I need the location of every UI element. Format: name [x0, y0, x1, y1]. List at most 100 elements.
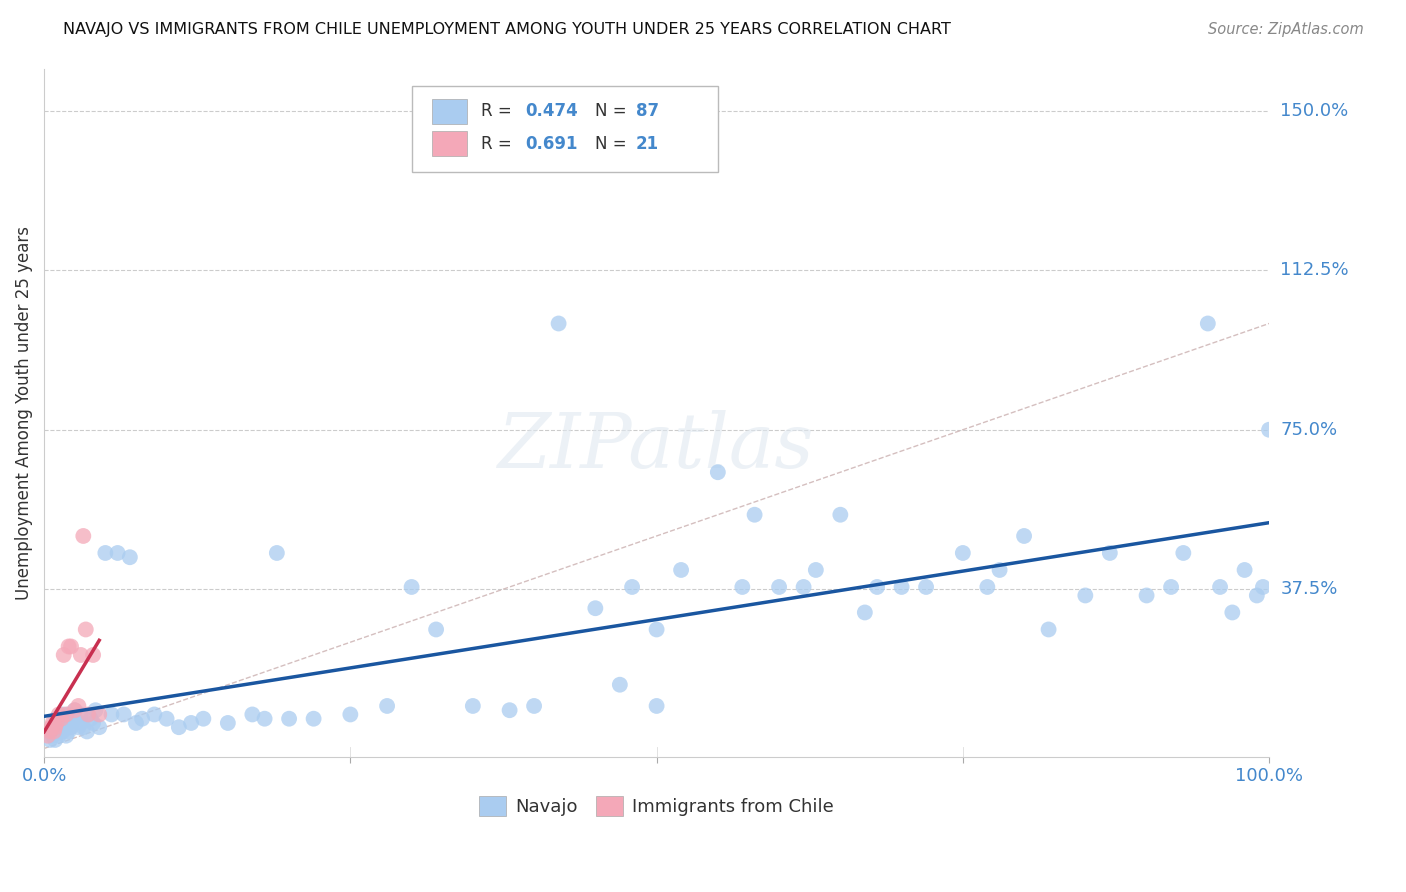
Point [375, 698, 398, 713]
Point [94, 546, 117, 560]
Text: R =: R = [481, 103, 517, 120]
Point [1220, 606, 1243, 620]
Point [42, 724, 65, 739]
Point [41, 715, 63, 730]
Text: 87: 87 [636, 103, 659, 120]
Point [1246, 589, 1268, 603]
FancyBboxPatch shape [412, 86, 718, 172]
Point [58, 724, 80, 739]
Point [55, 707, 77, 722]
Point [278, 712, 301, 726]
Text: N =: N = [595, 135, 633, 153]
Point [523, 698, 546, 713]
Text: ZIPatlas: ZIPatlas [498, 410, 815, 484]
Point [401, 580, 423, 594]
Point [39, 724, 62, 739]
Point [76, 724, 98, 739]
Point [77, 707, 100, 722]
Point [100, 707, 122, 722]
Text: Source: ZipAtlas.com: Source: ZipAtlas.com [1208, 22, 1364, 37]
Point [155, 712, 177, 726]
Point [915, 580, 938, 594]
Point [645, 623, 668, 637]
Point [240, 707, 263, 722]
Text: 0.691: 0.691 [526, 135, 578, 153]
Text: 0.474: 0.474 [526, 103, 578, 120]
Point [89, 720, 111, 734]
Point [131, 712, 153, 726]
Point [49, 715, 72, 730]
FancyBboxPatch shape [433, 99, 467, 124]
Point [180, 715, 202, 730]
Point [107, 546, 129, 560]
Point [266, 546, 288, 560]
Point [866, 580, 889, 594]
Text: 150.0%: 150.0% [1281, 102, 1348, 120]
Point [853, 606, 876, 620]
Point [70, 707, 93, 722]
Point [60, 640, 83, 654]
Point [1233, 563, 1256, 577]
Point [51, 724, 73, 739]
Point [67, 698, 90, 713]
Point [45, 712, 67, 726]
Text: 37.5%: 37.5% [1281, 580, 1337, 599]
Text: NAVAJO VS IMMIGRANTS FROM CHILE UNEMPLOYMENT AMONG YOUTH UNDER 25 YEARS CORRELAT: NAVAJO VS IMMIGRANTS FROM CHILE UNEMPLOY… [63, 22, 950, 37]
Point [498, 703, 520, 717]
Point [768, 580, 790, 594]
Point [44, 733, 66, 747]
Text: N =: N = [595, 103, 633, 120]
Point [302, 712, 325, 726]
Point [1038, 623, 1060, 637]
Point [217, 715, 239, 730]
Point [45, 720, 67, 734]
Point [42, 724, 65, 739]
Legend: Navajo, Immigrants from Chile: Navajo, Immigrants from Chile [472, 789, 841, 823]
Point [52, 720, 75, 734]
Point [72, 529, 94, 543]
Point [988, 563, 1011, 577]
Point [112, 707, 135, 722]
Point [82, 715, 104, 730]
Point [1251, 580, 1274, 594]
Point [37, 729, 59, 743]
Point [1098, 546, 1121, 560]
Y-axis label: Unemployment Among Youth under 25 years: Unemployment Among Youth under 25 years [15, 226, 32, 599]
Point [1074, 589, 1097, 603]
Point [193, 712, 215, 726]
Point [48, 707, 70, 722]
Point [830, 508, 852, 522]
Point [1160, 580, 1182, 594]
Point [583, 601, 606, 615]
Point [70, 648, 93, 662]
Point [84, 703, 107, 717]
Point [79, 712, 101, 726]
Point [804, 563, 827, 577]
Point [731, 580, 754, 594]
Point [39, 733, 62, 747]
Point [60, 720, 83, 734]
Point [793, 580, 815, 594]
Point [70, 715, 93, 730]
Point [51, 707, 73, 722]
Point [48, 729, 70, 743]
Point [58, 715, 80, 730]
Point [75, 623, 97, 637]
Point [52, 648, 75, 662]
Point [976, 580, 998, 594]
Point [125, 715, 148, 730]
Point [425, 623, 447, 637]
Point [669, 563, 692, 577]
Point [118, 550, 141, 565]
Point [339, 707, 361, 722]
Point [1173, 546, 1195, 560]
Point [63, 703, 86, 717]
Point [41, 720, 63, 734]
Point [253, 712, 276, 726]
Point [1197, 317, 1219, 331]
Point [952, 546, 974, 560]
Point [143, 707, 166, 722]
Point [461, 698, 484, 713]
Point [63, 712, 86, 726]
Point [744, 508, 766, 522]
